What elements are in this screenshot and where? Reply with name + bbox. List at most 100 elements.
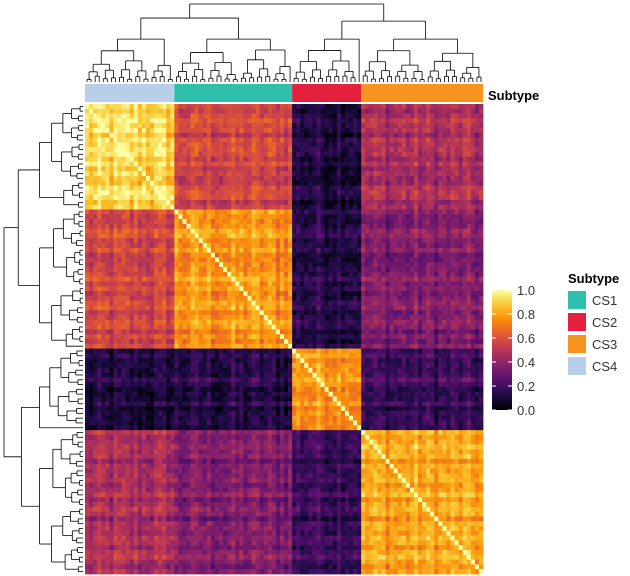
heatmap-cell: [174, 137, 179, 143]
heatmap-cell: [154, 238, 159, 244]
heatmap-cell: [178, 262, 183, 268]
heatmap-cell: [109, 243, 114, 249]
heatmap-matrix: [85, 104, 484, 575]
heatmap-cell: [312, 247, 317, 254]
heatmap-cell: [454, 161, 460, 167]
heatmap-cell: [304, 247, 309, 254]
heatmap-cell: [401, 195, 407, 201]
heatmap-cell: [409, 132, 415, 138]
heatmap-cell: [446, 113, 451, 119]
heatmap-cell: [381, 171, 386, 177]
heatmap-cell: [243, 195, 248, 201]
heatmap-cell: [206, 166, 212, 172]
heatmap-cell: [434, 315, 439, 321]
heatmap-cell: [154, 291, 159, 297]
heatmap-cell: [373, 118, 378, 124]
heatmap-cell: [113, 276, 118, 282]
heatmap-cell: [93, 300, 98, 306]
heatmap-cell: [442, 223, 447, 230]
heatmap-cell: [219, 147, 224, 153]
heatmap-cell: [438, 286, 443, 292]
heatmap-cell: [442, 180, 447, 186]
heatmap-cell: [101, 267, 106, 273]
heatmap-cell: [328, 233, 334, 239]
heatmap-cell: [117, 147, 122, 153]
heatmap-cell: [190, 262, 196, 268]
heatmap-cell: [462, 281, 468, 287]
heatmap-cell: [113, 228, 118, 234]
heatmap-cell: [446, 233, 451, 239]
heatmap-cell: [109, 267, 114, 273]
heatmap-cell: [361, 247, 366, 254]
heatmap-cell: [214, 262, 220, 268]
heatmap-cell: [292, 315, 297, 321]
heatmap-cell: [470, 190, 476, 196]
heatmap-cell: [186, 286, 191, 292]
heatmap-cell: [397, 161, 403, 167]
heatmap-cell: [178, 286, 183, 292]
heatmap-cell: [93, 228, 98, 234]
heatmap-cell: [409, 209, 415, 215]
heatmap-cell: [190, 113, 196, 119]
heatmap-cell: [235, 305, 240, 311]
heatmap-cell: [474, 262, 480, 268]
heatmap-cell: [450, 233, 455, 239]
heatmap-cell: [454, 252, 460, 258]
heatmap-cell: [162, 295, 167, 302]
heatmap-cell: [474, 233, 480, 239]
heatmap-cell: [166, 127, 171, 134]
heatmap-cell: [89, 271, 94, 278]
heatmap-cell: [105, 305, 110, 311]
heatmap-cell: [239, 175, 244, 182]
heatmap-cell: [422, 214, 427, 220]
heatmap-cell: [174, 300, 179, 306]
heatmap-cell: [149, 142, 155, 148]
heatmap-cell: [113, 123, 118, 129]
heatmap-cell: [442, 305, 447, 311]
heatmap-cell: [105, 151, 110, 158]
heatmap-cell: [162, 156, 167, 162]
heatmap-cell: [227, 223, 232, 230]
heatmap-cell: [284, 238, 289, 244]
heatmap-cell: [284, 161, 289, 167]
heatmap-cell: [121, 185, 127, 191]
heatmap-cell: [247, 137, 252, 143]
heatmap-cell: [97, 219, 102, 225]
heatmap-cell: [267, 137, 273, 143]
heatmap-cell: [194, 142, 200, 148]
heatmap-cell: [93, 257, 98, 263]
heatmap-cell: [113, 175, 118, 182]
heatmap-cell: [141, 171, 147, 177]
heatmap-cell: [466, 118, 472, 124]
heatmap-cell: [137, 238, 143, 244]
heatmap-cell: [178, 257, 183, 263]
heatmap-cell: [182, 108, 187, 114]
heatmap-cell: [101, 286, 106, 292]
heatmap-cell: [389, 291, 395, 297]
heatmap-cell: [324, 204, 330, 210]
heatmap-cell: [296, 252, 301, 258]
heatmap-cell: [300, 310, 305, 316]
heatmap-cell: [239, 204, 244, 210]
heatmap-cell: [365, 214, 370, 220]
heatmap-cell: [288, 310, 293, 316]
heatmap-cell: [470, 219, 476, 225]
heatmap-cell: [361, 132, 366, 138]
heatmap-cell: [336, 228, 342, 234]
heatmap-cell: [243, 147, 248, 153]
heatmap-cell: [377, 209, 382, 215]
heatmap-cell: [158, 161, 163, 167]
heatmap-cell: [259, 233, 265, 239]
heatmap-cell: [393, 209, 399, 215]
heatmap-cell: [206, 132, 212, 138]
heatmap-cell: [206, 190, 212, 196]
heatmap-cell: [137, 199, 143, 206]
heatmap-cell: [85, 281, 90, 287]
heatmap-cell: [97, 175, 102, 182]
heatmap-cell: [316, 233, 321, 239]
heatmap-cell: [141, 127, 147, 134]
heatmap-cell: [243, 156, 248, 162]
heatmap-cell: [446, 199, 451, 206]
heatmap-cell: [190, 243, 196, 249]
heatmap-cell: [275, 190, 281, 196]
